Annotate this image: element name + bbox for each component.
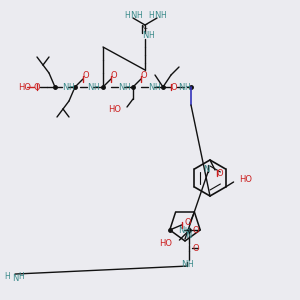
Text: N: N xyxy=(154,11,160,20)
Text: HO: HO xyxy=(108,106,121,115)
Text: H: H xyxy=(124,11,130,20)
Text: O: O xyxy=(192,244,199,253)
Text: H: H xyxy=(4,272,10,280)
Text: H: H xyxy=(154,82,160,91)
Text: N: N xyxy=(148,82,154,91)
Text: O: O xyxy=(171,82,177,91)
Text: O: O xyxy=(34,82,40,91)
Text: N: N xyxy=(130,11,136,20)
Text: O: O xyxy=(111,71,117,80)
Text: H: H xyxy=(18,272,24,280)
Text: H: H xyxy=(160,11,166,20)
Text: N: N xyxy=(12,274,18,283)
Text: O: O xyxy=(141,71,147,80)
Text: H: H xyxy=(184,82,190,91)
Text: N: N xyxy=(87,82,93,91)
Text: O: O xyxy=(184,218,191,227)
Text: N: N xyxy=(181,260,188,268)
Text: HO: HO xyxy=(159,238,172,247)
Text: H: H xyxy=(148,11,154,20)
Text: H: H xyxy=(188,260,193,268)
Text: N: N xyxy=(178,226,184,235)
Text: O: O xyxy=(192,226,199,235)
Text: H: H xyxy=(93,82,99,91)
Text: N: N xyxy=(185,232,191,241)
Text: H: H xyxy=(185,227,190,233)
Text: H: H xyxy=(68,82,74,91)
Text: HO: HO xyxy=(240,176,253,184)
Text: N: N xyxy=(62,82,68,91)
Text: N: N xyxy=(178,82,184,91)
Text: H: H xyxy=(136,11,142,20)
Text: HO: HO xyxy=(18,82,31,91)
Text: C: C xyxy=(142,24,147,30)
Text: N: N xyxy=(118,82,124,91)
Text: O: O xyxy=(217,169,223,178)
Text: N: N xyxy=(142,32,148,40)
Text: H: H xyxy=(124,82,130,91)
Text: N: N xyxy=(203,166,209,175)
Text: H: H xyxy=(148,32,154,40)
Text: O: O xyxy=(83,71,89,80)
